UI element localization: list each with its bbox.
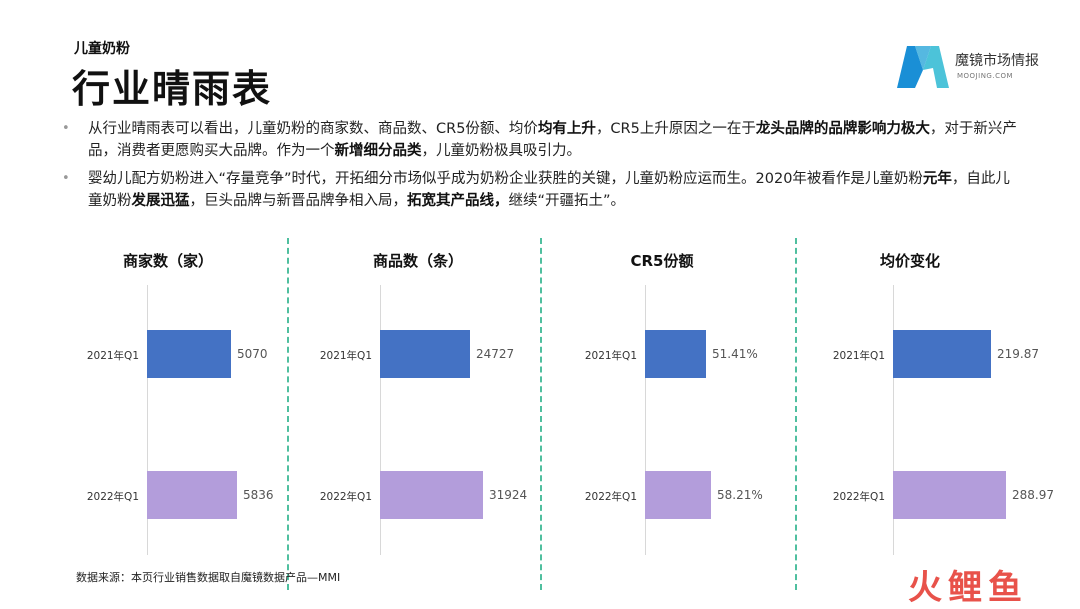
category-label: 2021年Q1: [86, 350, 139, 362]
bullet-emphasis: 新增细分品类: [334, 143, 422, 159]
bar: [645, 330, 706, 378]
bar: [380, 330, 470, 378]
bar: [380, 471, 483, 519]
bar: [893, 330, 991, 378]
bar: [147, 471, 237, 519]
bullet-item: • 婴幼儿配方奶粉进入“存量竞争”时代，开拓细分市场似乎成为奶粉企业获胜的关键，…: [62, 168, 1022, 212]
bullet-segment: ，对于新兴产品，消费者更愿购买大品牌。作为一个: [88, 121, 1017, 159]
panel-divider: [287, 238, 289, 590]
bullet-dot-icon: •: [62, 121, 70, 136]
category-label: 2021年Q1: [832, 350, 885, 362]
bullet-segment: ，儿童奶粉极具吸引力。: [421, 143, 582, 159]
logo-brand-name: 魔镜市场情报: [955, 53, 1039, 69]
bullet-segment: ，巨头品牌与新晋品牌争相入局，: [189, 193, 408, 209]
page-subtitle: 儿童奶粉: [74, 41, 130, 57]
bullet-emphasis: 龙头品牌的品牌影响力极大: [755, 121, 930, 137]
category-label: 2021年Q1: [319, 350, 372, 362]
data-label: 51.41%: [712, 347, 758, 361]
bullet-text: 婴幼儿配方奶粉进入“存量竞争”时代，开拓细分市场似乎成为奶粉企业获胜的关键，儿童…: [88, 171, 1010, 209]
category-label: 2021年Q1: [584, 350, 637, 362]
watermark-char: 火: [908, 568, 948, 608]
logo-site: MOOJING.COM: [957, 72, 1014, 80]
data-label: 24727: [476, 347, 515, 361]
data-label: 5070: [237, 347, 268, 361]
watermark-char: 鲤: [948, 568, 988, 608]
category-label: 2022年Q1: [584, 491, 637, 503]
chart-axis: [645, 285, 646, 555]
bullet-emphasis: 元年: [922, 171, 952, 187]
bar: [645, 471, 711, 519]
bar: [147, 330, 231, 378]
bullet-item: • 从行业晴雨表可以看出，儿童奶粉的商家数、商品数、CR5份额、均价均有上升，C…: [62, 118, 1022, 162]
data-label: 31924: [489, 488, 528, 502]
data-source-note: 数据来源：本页行业销售数据取自魔镜数据产品—MMI: [76, 571, 341, 584]
bullet-segment: 继续“开疆拓土”。: [508, 193, 626, 209]
bullet-emphasis: 均有上升: [537, 121, 596, 137]
chart-axis: [893, 285, 894, 555]
bullet-emphasis: 拓宽其产品线，: [407, 193, 509, 209]
category-label: 2022年Q1: [832, 491, 885, 503]
chart-title: 均价变化: [879, 252, 940, 270]
panel-divider: [540, 238, 542, 590]
page-title: 行业晴雨表: [72, 67, 273, 111]
chart-axis: [147, 285, 148, 555]
bullet-segment: 婴幼儿配方奶粉进入“存量竞争”时代，开拓细分市场似乎成为奶粉企业获胜的关键，儿童…: [88, 171, 923, 187]
watermark: 火鲤鱼: [908, 560, 1028, 609]
bullet-emphasis: 发展迅猛: [131, 193, 190, 209]
watermark-char: 鱼: [988, 568, 1028, 608]
bullet-dot-icon: •: [62, 171, 70, 186]
bullet-segment: 从行业晴雨表可以看出，儿童奶粉的商家数、商品数、CR5份额、均价: [88, 121, 538, 137]
category-label: 2022年Q1: [86, 491, 139, 503]
chart-title: 商家数（家）: [122, 252, 213, 270]
chart-axis: [380, 285, 381, 555]
category-label: 2022年Q1: [319, 491, 372, 503]
bullet-text: 从行业晴雨表可以看出，儿童奶粉的商家数、商品数、CR5份额、均价均有上升，CR5…: [88, 121, 1017, 159]
chart-title: 商品数（条）: [372, 252, 463, 270]
chart-title: CR5份额: [630, 252, 694, 270]
panel-divider: [795, 238, 797, 590]
data-label: 58.21%: [717, 488, 763, 502]
data-label: 219.87: [997, 347, 1039, 361]
bullet-segment: ，CR5上升原因之一在于: [595, 121, 756, 137]
bullet-segment: ，自此儿童奶粉: [88, 171, 1010, 209]
logo-mark-icon: [897, 46, 949, 88]
data-label: 5836: [243, 488, 274, 502]
brand-logo: 魔镜市场情报 MOOJING.COM: [893, 40, 1063, 92]
bar: [893, 471, 1006, 519]
data-label: 288.97: [1012, 488, 1054, 502]
summary-bullets: • 从行业晴雨表可以看出，儿童奶粉的商家数、商品数、CR5份额、均价均有上升，C…: [62, 118, 1022, 218]
